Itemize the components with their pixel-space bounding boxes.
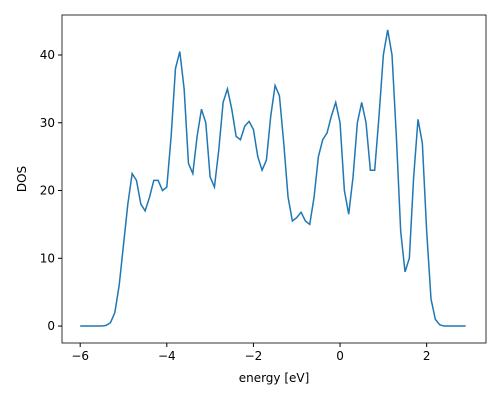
x-tick-label: 0 [336, 349, 344, 363]
y-tick-label: 10 [40, 251, 55, 265]
x-tick-label: 2 [423, 349, 431, 363]
line-series [80, 29, 466, 327]
x-tick-label: −6 [71, 349, 89, 363]
plot-frame [61, 14, 487, 344]
y-tick-label: 0 [47, 319, 55, 333]
y-axis-label: DOS [15, 166, 29, 192]
x-axis-label: energy [eV] [239, 371, 310, 385]
y-tick-label: 30 [40, 116, 55, 130]
x-tick-label: −4 [158, 349, 176, 363]
y-tick-label: 20 [40, 184, 55, 198]
y-tick-label: 40 [40, 48, 55, 62]
x-tick-label: −2 [245, 349, 263, 363]
